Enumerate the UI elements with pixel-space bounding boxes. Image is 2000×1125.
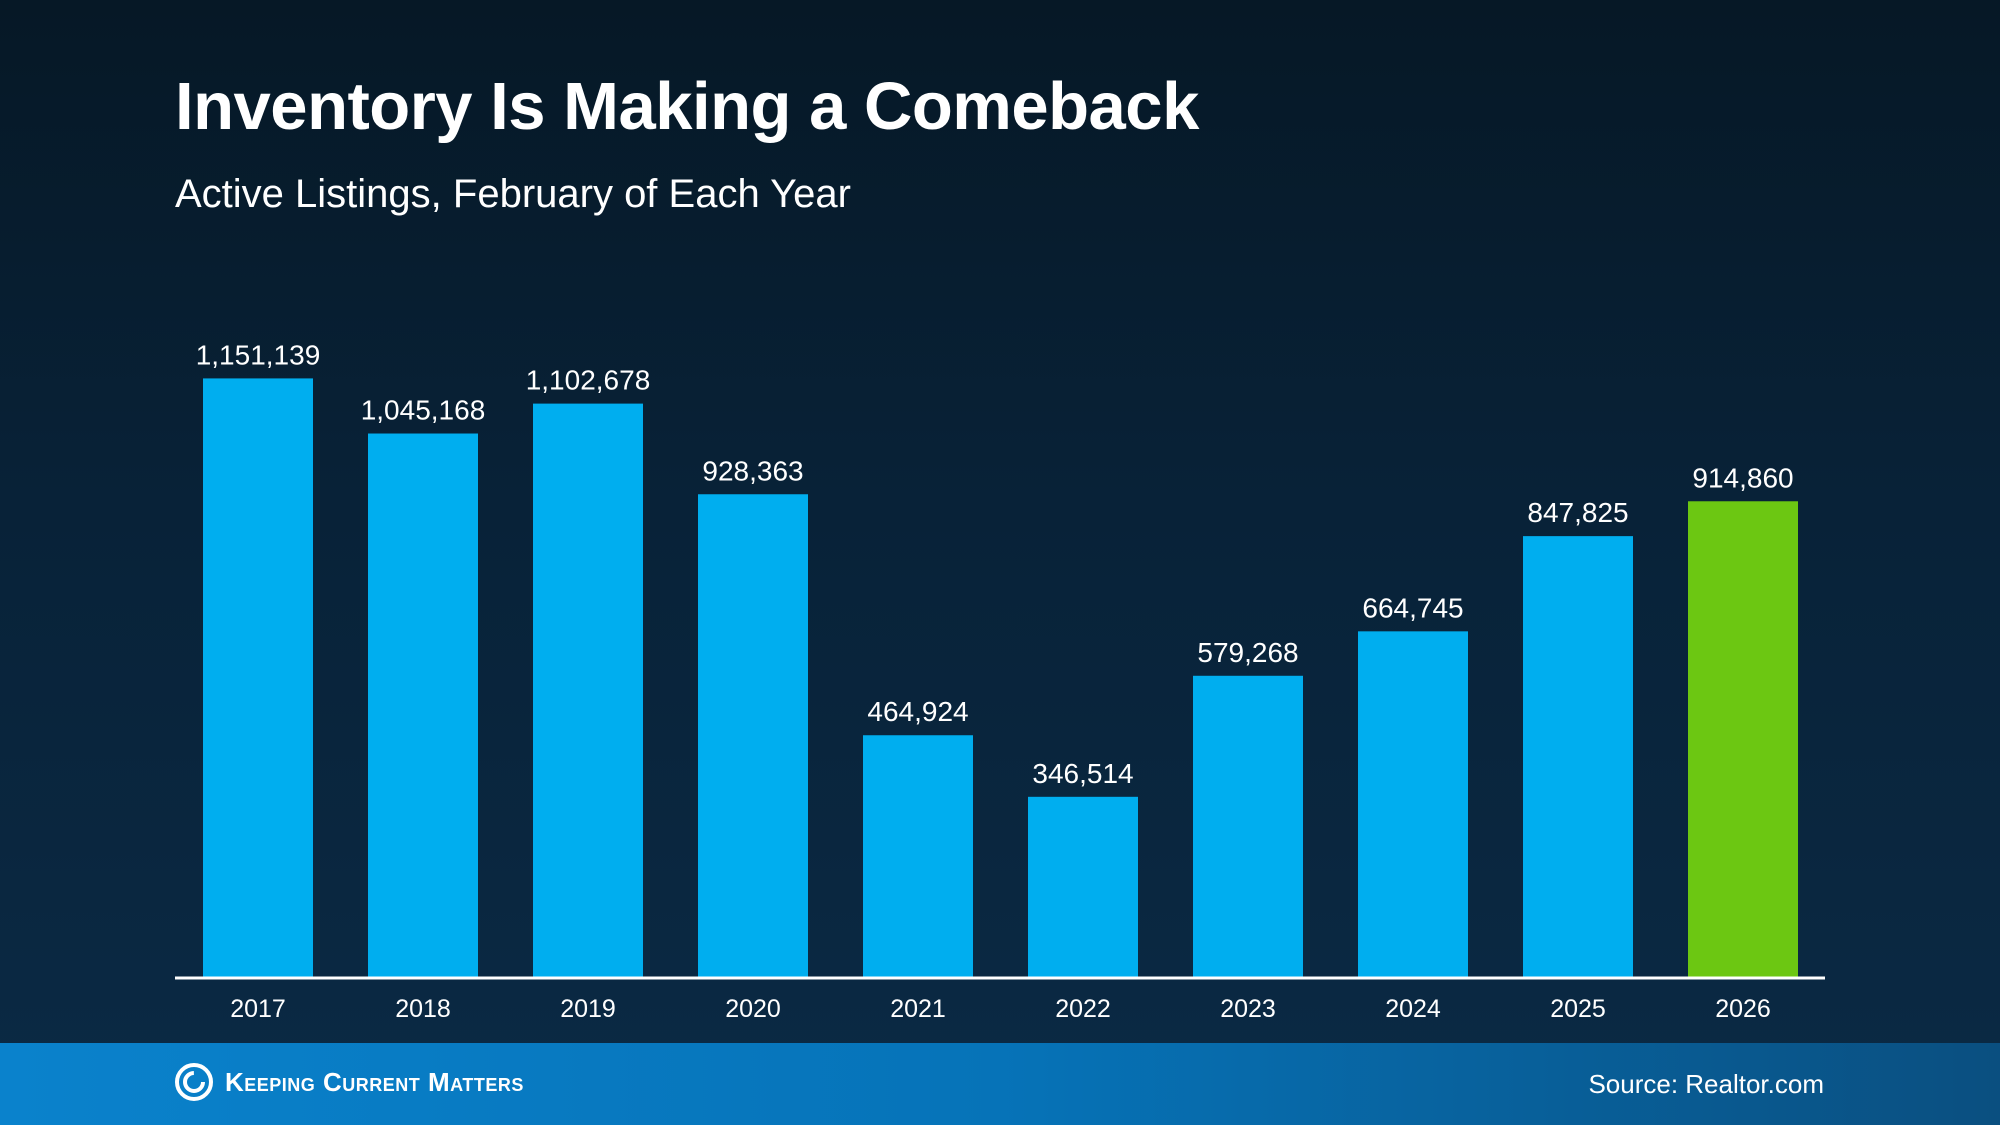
data-label-2017: 1,151,139 [196, 339, 321, 370]
bar-2021 [863, 735, 973, 977]
data-label-2018: 1,045,168 [361, 395, 486, 426]
bar-2017 [203, 378, 313, 977]
bar-2023 [1193, 675, 1303, 977]
data-label-2024: 664,745 [1362, 592, 1463, 623]
x-tick-2022: 2022 [1055, 995, 1111, 1023]
footer: Keeping Current Matters Source: Realtor.… [0, 1043, 2000, 1125]
logo-text: Keeping Current Matters [225, 1066, 524, 1097]
chart-title: Inventory Is Making a Comeback [175, 69, 1199, 144]
data-label-2021: 464,924 [867, 696, 968, 727]
data-label-2026: 914,860 [1692, 462, 1793, 493]
x-tick-2024: 2024 [1385, 995, 1441, 1023]
data-label-2019: 1,102,678 [526, 365, 651, 396]
x-tick-2021: 2021 [890, 995, 946, 1023]
bar-2025 [1523, 536, 1633, 977]
data-label-2022: 346,514 [1032, 758, 1133, 789]
kcm-logo: Keeping Current Matters [175, 1063, 524, 1101]
chart-subtitle: Active Listings, February of Each Year [175, 172, 851, 216]
bar-2020 [698, 494, 808, 977]
x-tick-2026: 2026 [1715, 995, 1771, 1023]
x-tick-2019: 2019 [560, 995, 616, 1023]
bar-2018 [368, 433, 478, 977]
bar-2022 [1028, 796, 1138, 977]
x-tick-2018: 2018 [395, 995, 451, 1023]
bar-2026 [1688, 501, 1798, 977]
data-label-2023: 579,268 [1197, 637, 1298, 668]
x-tick-2023: 2023 [1220, 995, 1276, 1023]
source-text: Source: Realtor.com [1588, 1069, 1824, 1099]
data-label-2025: 847,825 [1527, 497, 1628, 528]
swirl-logo-icon [175, 1063, 213, 1101]
bar-chart: 1,151,139 2017 1,045,168 2018 1,102,678 2019 9… [196, 339, 1798, 1023]
data-label-2020: 928,363 [702, 455, 803, 486]
x-tick-2017: 2017 [230, 995, 286, 1023]
bar-2019 [533, 403, 643, 978]
x-tick-2020: 2020 [725, 995, 781, 1023]
x-tick-2025: 2025 [1550, 995, 1606, 1023]
bar-2024 [1358, 631, 1468, 977]
